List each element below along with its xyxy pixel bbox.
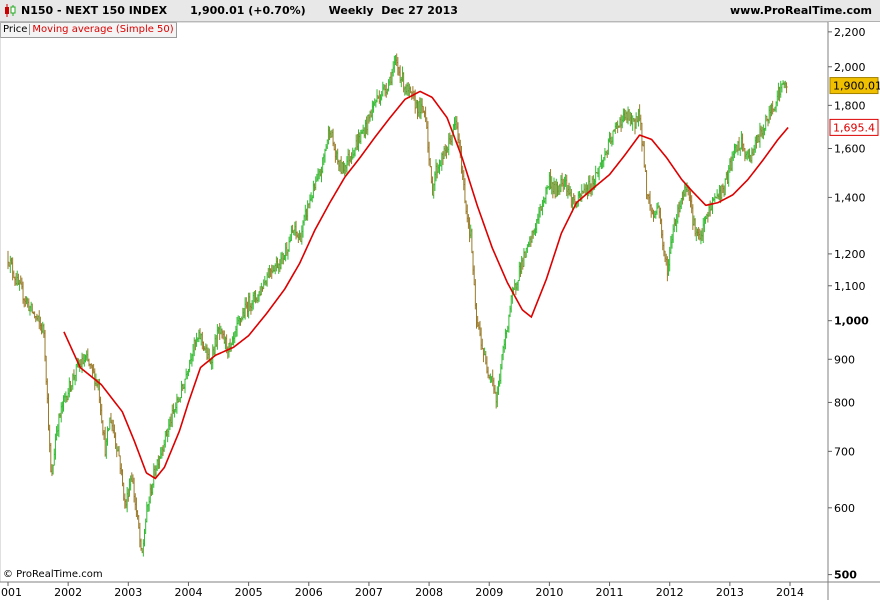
chart-title: N150 - NEXT 150 INDEX 1,900.01 (+0.70%) … (21, 4, 458, 17)
y-tick-label: 1,000 (834, 315, 869, 328)
x-tick-label: 2010 (535, 586, 563, 599)
plot-frame (0, 21, 829, 583)
y-tick-label: 1,200 (834, 248, 866, 261)
x-tick-label: 2011 (596, 586, 624, 599)
x-tick-label: 2002 (54, 586, 82, 599)
x-tick-label: 2004 (174, 586, 202, 599)
candlestick-icon (5, 4, 16, 17)
y-tick-label: 2,200 (834, 26, 866, 39)
copyright-text: © ProRealTime.com (3, 569, 103, 580)
x-tick-label: 2012 (656, 586, 684, 599)
y-tick-label: 1,800 (834, 99, 866, 112)
y-tick-label: 700 (834, 445, 855, 458)
x-tick-label: 2007 (355, 586, 383, 599)
moving-average-line (63, 90, 789, 480)
x-tick-label: 2013 (716, 586, 744, 599)
site-url: www.ProRealTime.com (729, 4, 872, 17)
legend-price[interactable]: Price (3, 24, 28, 35)
chart-header: N150 - NEXT 150 INDEX 1,900.01 (+0.70%) … (0, 0, 880, 22)
last-price-label: 1,900.01 (833, 80, 880, 93)
y-tick-label: 900 (834, 353, 855, 366)
ma-value-marker (829, 118, 879, 136)
x-tick-label: 2008 (415, 586, 443, 599)
ma-value-label: 1,695.4 (833, 121, 875, 134)
y-tick-label: 500 (834, 569, 857, 582)
x-tick-label: 2006 (295, 586, 323, 599)
indicator-legend: Price Moving average (Simple 50) (0, 22, 177, 38)
y-tick-label: 1,600 (834, 143, 866, 156)
y-tick-label: 600 (834, 502, 855, 515)
x-tick-label: 2005 (235, 586, 263, 599)
y-tick-label: 800 (834, 396, 855, 409)
x-tick-label: 2014 (776, 586, 804, 599)
y-tick-label: 1,100 (834, 280, 866, 293)
last-price-marker (829, 77, 879, 95)
x-tick-label: 2003 (114, 586, 142, 599)
y-tick-label: 1,400 (834, 191, 866, 204)
y-tick-label: 2,000 (834, 61, 866, 74)
legend-moving-average[interactable]: Moving average (Simple 50) (29, 24, 176, 35)
x-tick-label: 2009 (475, 586, 503, 599)
